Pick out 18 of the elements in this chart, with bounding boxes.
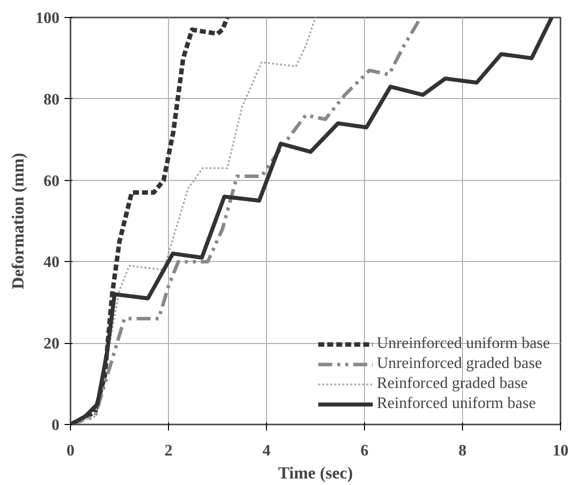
x-tick-label: 6 xyxy=(360,442,368,460)
y-tick-label: 20 xyxy=(44,336,60,353)
y-tick-label: 0 xyxy=(52,417,60,434)
x-tick-label: 8 xyxy=(458,442,466,460)
x-tick-label: 0 xyxy=(66,442,74,460)
y-axis-title: Deformation (mm) xyxy=(8,152,28,290)
y-tick-label: 60 xyxy=(44,172,60,190)
x-tick-label: 2 xyxy=(164,442,172,460)
x-axis-title: Time (sec) xyxy=(278,464,353,482)
legend-label: Reinforced graded base xyxy=(376,375,528,393)
x-tick-label: 4 xyxy=(262,442,270,460)
y-tick-label: 80 xyxy=(44,91,60,108)
x-tick-label: 10 xyxy=(552,442,568,460)
legend-label: Reinforced uniform base xyxy=(376,395,536,413)
y-tick-label: 100 xyxy=(36,10,60,27)
y-tick-label: 40 xyxy=(44,254,60,272)
legend-label: Unreinforced graded base xyxy=(376,355,542,373)
legend-label: Unreinforced uniform base xyxy=(376,335,550,353)
